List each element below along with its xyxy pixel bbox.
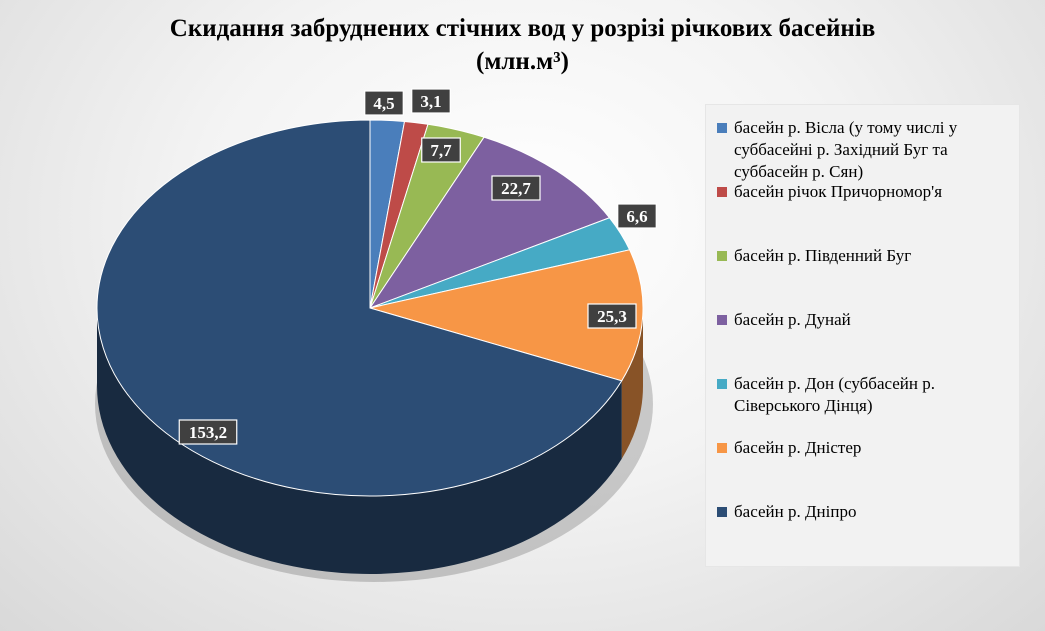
- data-label: 7,7: [421, 137, 461, 163]
- legend-swatch: [717, 123, 727, 133]
- legend-swatch: [717, 443, 727, 453]
- legend-label: басейн річок Причорномор'я: [734, 182, 943, 201]
- legend-item: басейн р. Дніпро: [717, 501, 1019, 523]
- legend-label: басейн р. Південний Буг: [734, 246, 912, 265]
- data-label-text: 22,7: [501, 179, 531, 198]
- pie-side: [97, 308, 622, 574]
- legend-swatch: [717, 507, 727, 517]
- data-label-text: 153,2: [189, 423, 227, 442]
- legend-label: басейн р. Вісла (у тому числі у суббасей…: [734, 118, 958, 181]
- data-label-text: 4,5: [373, 94, 394, 113]
- data-label: 3,1: [411, 88, 451, 114]
- legend-item: басейн р. Вісла (у тому числі у суббасей…: [717, 117, 1019, 183]
- legend-item: басейн р. Дністер: [717, 437, 1019, 459]
- data-label-box: [364, 90, 404, 116]
- data-label: 25,3: [587, 303, 637, 329]
- legend-swatch: [717, 315, 727, 325]
- legend-swatch: [717, 187, 727, 197]
- legend-item: басейн річок Причорномор'я: [717, 181, 1019, 203]
- legend-item: басейн р. Дунай: [717, 309, 1019, 331]
- legend-label: басейн р. Дон (суббасейн р. Сіверського …: [734, 374, 935, 415]
- pie-slice: [96, 119, 623, 497]
- legend-item: басейн р. Південний Буг: [717, 245, 1019, 267]
- chart-title-block: Скидання забруднених стічних вод у розрі…: [0, 12, 1045, 78]
- data-label: 6,6: [617, 203, 657, 229]
- data-label-box: [411, 88, 451, 114]
- legend-item: басейн р. Дон (суббасейн р. Сіверського …: [717, 373, 1019, 417]
- data-label-box: [178, 419, 238, 445]
- data-label-text: 6,6: [626, 207, 647, 226]
- legend-label: басейн р. Дністер: [734, 438, 862, 457]
- legend-label: басейн р. Дунай: [734, 310, 851, 329]
- pie-slice: [369, 249, 644, 382]
- data-label: 153,2: [178, 419, 238, 445]
- chart-title: Скидання забруднених стічних вод у розрі…: [169, 15, 876, 42]
- data-label-box: [421, 137, 461, 163]
- data-label-text: 3,1: [420, 92, 441, 111]
- data-label: 22,7: [491, 175, 541, 201]
- data-label-box: [587, 303, 637, 329]
- legend-swatch: [717, 251, 727, 261]
- data-label-box: [617, 203, 657, 229]
- legend: басейн р. Вісла (у тому числі у суббасей…: [705, 104, 1020, 567]
- data-label-text: 7,7: [430, 141, 452, 160]
- data-label-text: 25,3: [597, 307, 627, 326]
- data-label-box: [491, 175, 541, 201]
- chart-subtitle: (млн.м³): [476, 48, 569, 75]
- legend-swatch: [717, 379, 727, 389]
- pie-slice: [368, 136, 611, 310]
- data-label: 4,5: [364, 90, 404, 116]
- legend-label: басейн р. Дніпро: [734, 502, 857, 521]
